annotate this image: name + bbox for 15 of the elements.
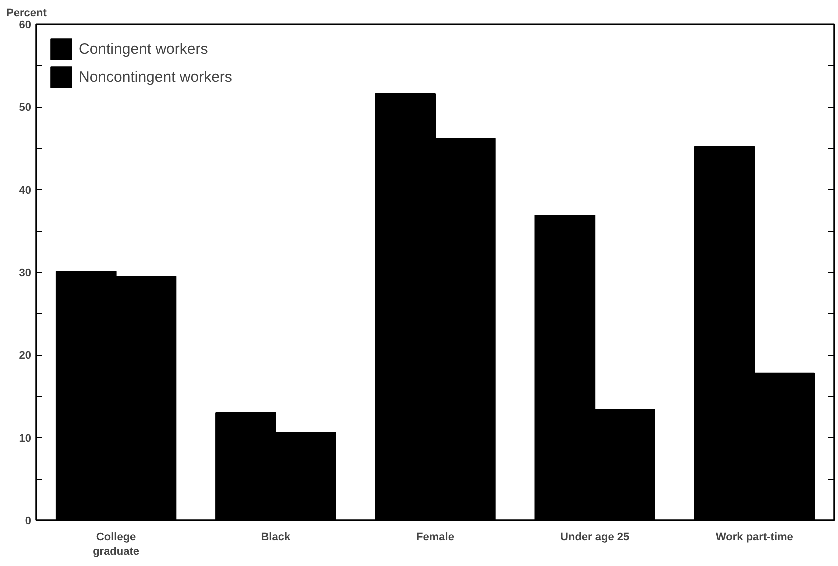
y-tick-label: 50 xyxy=(19,102,32,114)
y-tick-label: 40 xyxy=(19,184,32,197)
legend-label: Noncontingent workers xyxy=(79,68,232,86)
y-tick-label: 30 xyxy=(19,268,32,280)
x-tick-label: Female xyxy=(416,532,454,544)
x-tick-label: Work part-time xyxy=(716,532,794,544)
y-tick-label: 20 xyxy=(19,350,32,362)
x-tick-label: College graduate xyxy=(93,532,140,558)
x-tick-label: Under age 25 xyxy=(560,532,630,544)
y-tick-label: 10 xyxy=(19,432,32,445)
y-tick-label: 60 xyxy=(19,20,32,32)
y-axis-title: Percent xyxy=(6,8,48,20)
x-tick-label: Black xyxy=(261,532,292,544)
legend-label: Contingent workers xyxy=(79,40,208,58)
y-tick-label: 0 xyxy=(25,516,32,528)
